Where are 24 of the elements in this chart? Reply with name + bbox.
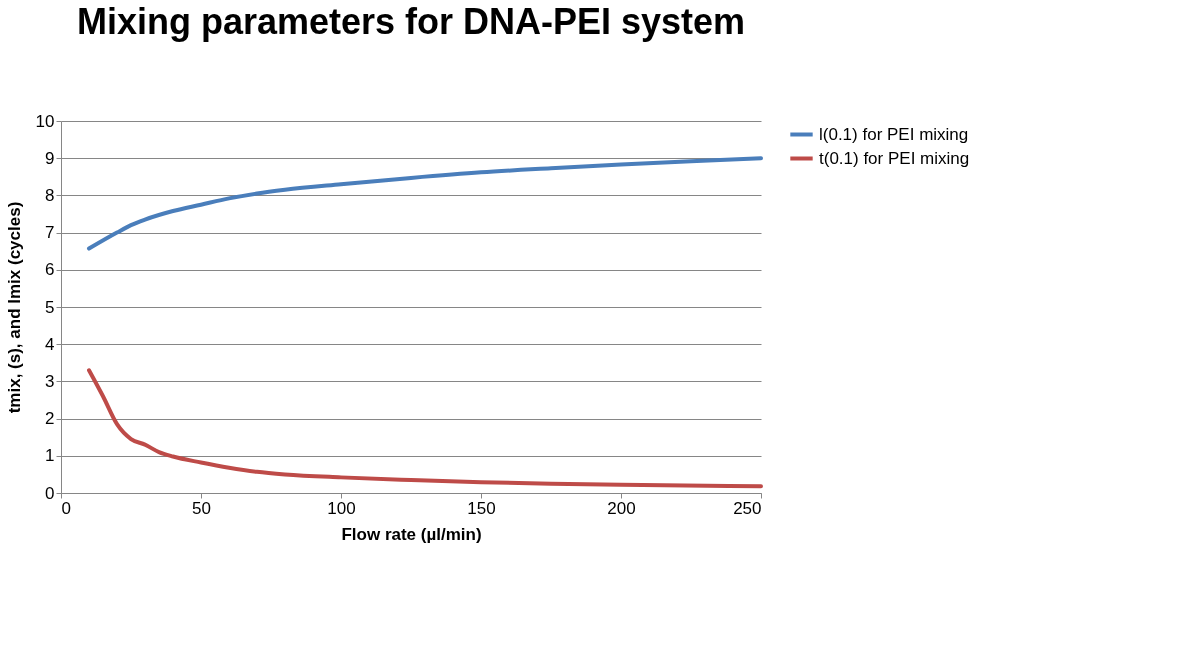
- x-tick-label: 150: [467, 498, 496, 518]
- line-series: [87, 156, 763, 251]
- x-tick-label: 200: [607, 498, 636, 518]
- x-tick-label: 100: [327, 498, 356, 518]
- y-tick-label: 0: [45, 483, 55, 503]
- y-axis-title: tmix, (s), and lmix (cycles): [4, 201, 24, 414]
- y-tick-label: 4: [45, 334, 55, 354]
- x-tick-label: 50: [192, 498, 211, 518]
- y-tick-label: 1: [45, 446, 55, 466]
- y-tick-label: 9: [45, 148, 55, 168]
- x-tick-label: 0: [61, 498, 71, 518]
- y-tick-label: 10: [35, 111, 55, 131]
- y-tick-label: 7: [45, 223, 55, 243]
- x-axis-title: Flow rate (µl/min): [341, 524, 482, 544]
- y-tick-label: 3: [45, 371, 55, 391]
- line-series: [87, 368, 763, 489]
- y-tick-label: 5: [45, 297, 55, 317]
- x-tick-label: 250: [733, 498, 762, 518]
- legend-label: t(0.1) for PEI mixing: [819, 148, 970, 168]
- y-tick-label: 2: [45, 409, 55, 429]
- y-tick-label: 6: [45, 260, 55, 280]
- y-tick-label: 8: [45, 185, 55, 205]
- chart-title: Mixing parameters for DNA-PEI system: [76, 1, 746, 42]
- legend-label: l(0.1) for PEI mixing: [819, 124, 969, 144]
